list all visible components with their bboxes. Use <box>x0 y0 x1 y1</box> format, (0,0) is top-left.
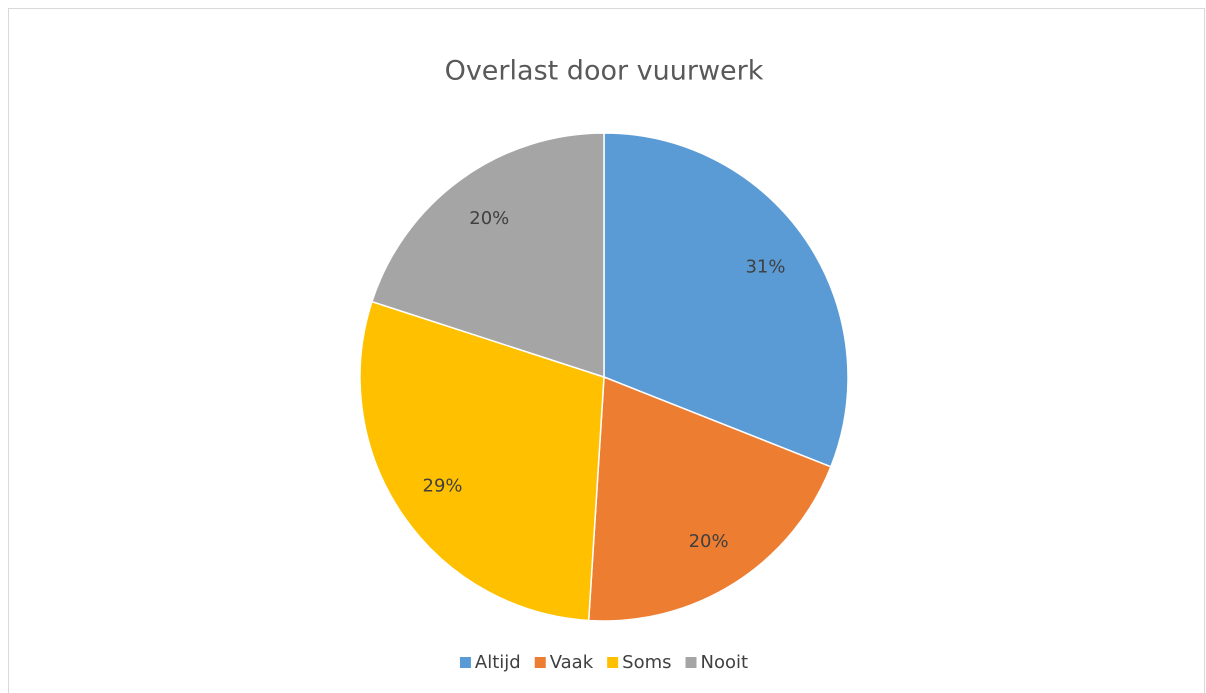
legend-label: Vaak <box>550 652 594 673</box>
legend-label: Altijd <box>475 652 521 673</box>
pie-slice <box>587 375 832 622</box>
pie-slice <box>603 132 849 468</box>
data-label: 20% <box>469 208 509 229</box>
chart-title: Overlast door vuurwerk <box>445 56 764 87</box>
legend-swatch <box>459 657 471 668</box>
legend-swatch <box>607 657 619 668</box>
data-label: 29% <box>423 476 463 497</box>
legend-label: Nooit <box>701 652 749 673</box>
pie-slice <box>359 300 605 622</box>
data-label: 31% <box>745 256 785 277</box>
data-label: 20% <box>689 531 729 552</box>
legend-swatch <box>534 657 546 668</box>
legend-label: Soms <box>622 652 671 673</box>
legend-swatch <box>685 657 697 668</box>
pie-slice <box>370 132 605 379</box>
